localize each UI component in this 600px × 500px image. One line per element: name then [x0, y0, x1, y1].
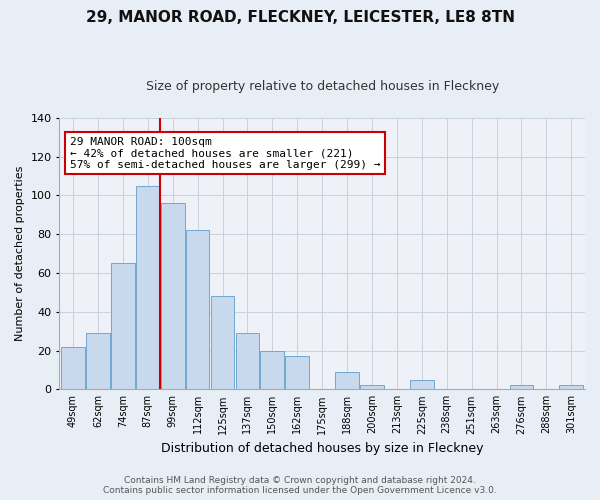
Bar	[286, 356, 309, 390]
Text: 29 MANOR ROAD: 100sqm
← 42% of detached houses are smaller (221)
57% of semi-det: 29 MANOR ROAD: 100sqm ← 42% of detached …	[70, 137, 380, 170]
Bar	[360, 386, 384, 390]
Bar	[509, 386, 533, 390]
Bar	[335, 372, 359, 390]
Bar	[410, 380, 434, 390]
Bar	[186, 230, 209, 390]
Bar	[61, 346, 85, 390]
Text: 29, MANOR ROAD, FLECKNEY, LEICESTER, LE8 8TN: 29, MANOR ROAD, FLECKNEY, LEICESTER, LE8…	[86, 10, 515, 25]
Title: Size of property relative to detached houses in Fleckney: Size of property relative to detached ho…	[146, 80, 499, 93]
Bar	[260, 350, 284, 390]
Y-axis label: Number of detached properties: Number of detached properties	[15, 166, 25, 341]
X-axis label: Distribution of detached houses by size in Fleckney: Distribution of detached houses by size …	[161, 442, 484, 455]
Bar	[161, 203, 185, 390]
Bar	[236, 333, 259, 390]
Bar	[211, 296, 235, 390]
Text: Contains HM Land Registry data © Crown copyright and database right 2024.
Contai: Contains HM Land Registry data © Crown c…	[103, 476, 497, 495]
Bar	[136, 186, 160, 390]
Bar	[111, 263, 134, 390]
Bar	[559, 386, 583, 390]
Bar	[86, 333, 110, 390]
